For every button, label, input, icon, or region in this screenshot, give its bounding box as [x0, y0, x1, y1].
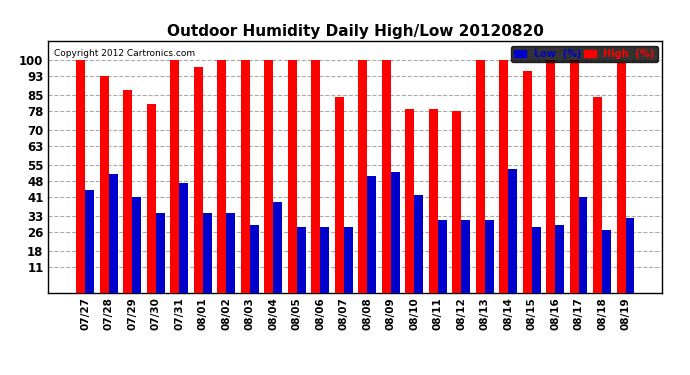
Bar [570, 60, 579, 292]
Bar [76, 60, 85, 292]
Bar [273, 202, 282, 292]
Bar [499, 60, 508, 292]
Bar [452, 111, 461, 292]
Bar [484, 220, 493, 292]
Bar [391, 171, 400, 292]
Bar [546, 60, 555, 292]
Bar [179, 183, 188, 292]
Bar [297, 227, 306, 292]
Bar [358, 60, 367, 292]
Bar [241, 60, 250, 292]
Bar [85, 190, 94, 292]
Legend: Low  (%), High  (%): Low (%), High (%) [511, 46, 658, 62]
Text: Copyright 2012 Cartronics.com: Copyright 2012 Cartronics.com [55, 49, 195, 58]
Bar [428, 109, 437, 292]
Bar [100, 76, 108, 292]
Bar [124, 90, 132, 292]
Bar [194, 67, 203, 292]
Title: Outdoor Humidity Daily High/Low 20120820: Outdoor Humidity Daily High/Low 20120820 [167, 24, 544, 39]
Bar [508, 169, 517, 292]
Bar [555, 225, 564, 292]
Bar [579, 197, 587, 292]
Bar [522, 72, 531, 292]
Bar [264, 60, 273, 292]
Bar [132, 197, 141, 292]
Bar [593, 97, 602, 292]
Bar [626, 218, 635, 292]
Bar [203, 213, 212, 292]
Bar [288, 60, 297, 292]
Bar [335, 97, 344, 292]
Bar [250, 225, 259, 292]
Bar [437, 220, 446, 292]
Bar [226, 213, 235, 292]
Bar [320, 227, 329, 292]
Bar [108, 174, 117, 292]
Bar [475, 60, 484, 292]
Bar [461, 220, 470, 292]
Bar [414, 195, 423, 292]
Bar [311, 60, 320, 292]
Bar [147, 104, 156, 292]
Bar [617, 62, 626, 292]
Bar [382, 60, 391, 292]
Bar [367, 176, 376, 292]
Bar [531, 227, 540, 292]
Bar [170, 60, 179, 292]
Bar [217, 60, 226, 292]
Bar [405, 109, 414, 292]
Bar [344, 227, 353, 292]
Bar [602, 230, 611, 292]
Bar [156, 213, 164, 292]
